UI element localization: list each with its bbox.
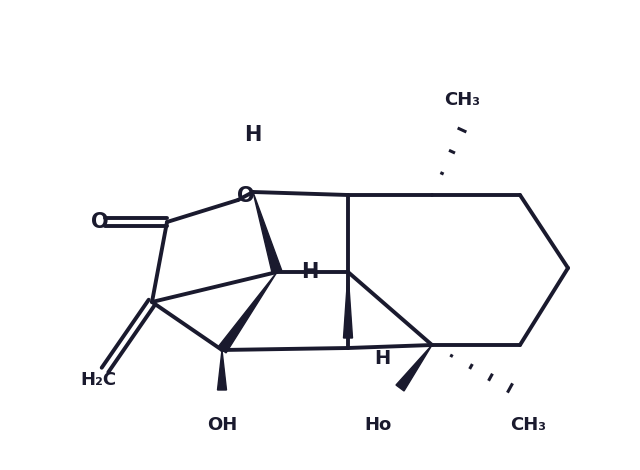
- Text: H: H: [244, 125, 262, 145]
- Text: CH₃: CH₃: [444, 91, 480, 109]
- Polygon shape: [218, 272, 277, 353]
- Text: CH₃: CH₃: [510, 416, 546, 434]
- Text: H: H: [374, 348, 390, 368]
- Text: H₂C: H₂C: [80, 371, 116, 389]
- Text: H: H: [301, 262, 319, 282]
- Polygon shape: [253, 192, 282, 274]
- Text: Ho: Ho: [364, 416, 392, 434]
- Polygon shape: [396, 345, 432, 391]
- Text: O: O: [91, 212, 109, 232]
- Polygon shape: [218, 350, 227, 390]
- Text: O: O: [237, 186, 255, 206]
- Text: OH: OH: [207, 416, 237, 434]
- Polygon shape: [344, 272, 353, 338]
